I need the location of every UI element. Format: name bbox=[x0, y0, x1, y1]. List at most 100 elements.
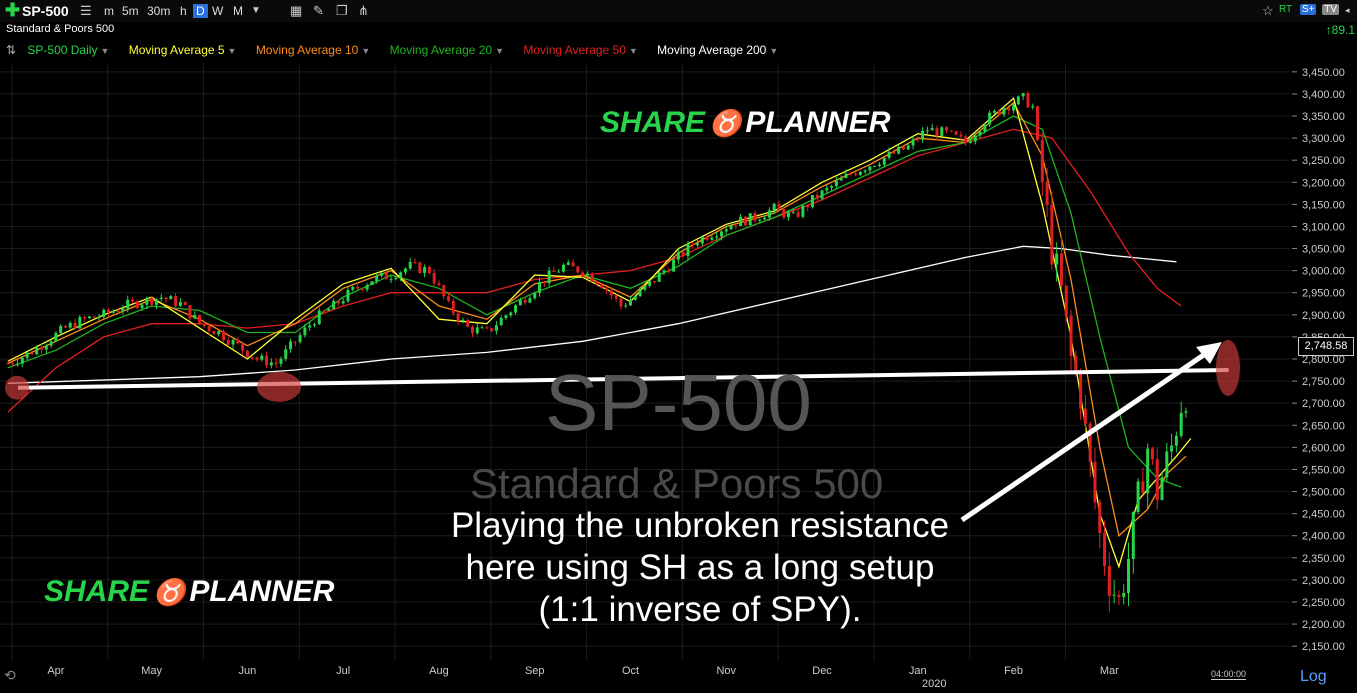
candle-body bbox=[279, 358, 283, 364]
legend-ma20[interactable]: Moving Average 20 ▼ bbox=[389, 43, 505, 57]
candle-body bbox=[413, 261, 417, 263]
candle-body bbox=[940, 127, 944, 136]
tf-m-month[interactable]: M bbox=[233, 4, 243, 18]
candle-body bbox=[183, 302, 187, 306]
candle-body bbox=[1174, 435, 1178, 446]
reorder-icon[interactable]: ⇅ bbox=[6, 43, 17, 57]
calendar-icon[interactable]: ▦ bbox=[290, 3, 303, 18]
candle-body bbox=[1045, 181, 1049, 205]
candle-body bbox=[585, 273, 589, 276]
candle-body bbox=[629, 299, 632, 306]
candle-body bbox=[964, 136, 968, 143]
tf-5m[interactable]: 5m bbox=[122, 4, 139, 18]
candle-body bbox=[423, 267, 427, 274]
x-tick-label: Jun bbox=[239, 665, 257, 677]
candle-body bbox=[921, 130, 925, 140]
candle-body bbox=[753, 213, 757, 221]
candle-body bbox=[317, 310, 321, 325]
candle-body bbox=[638, 289, 642, 297]
candle-body bbox=[25, 352, 29, 358]
legend-ma50[interactable]: Moving Average 50 ▼ bbox=[523, 43, 638, 57]
tv-badge[interactable]: TV bbox=[1322, 4, 1339, 15]
candle-body bbox=[73, 322, 77, 329]
tf-h[interactable]: h bbox=[180, 4, 187, 18]
y-tick-label: 2,750.00 bbox=[1302, 376, 1345, 388]
candle-body bbox=[394, 278, 398, 280]
candle-body bbox=[1127, 559, 1130, 593]
legend-ma5[interactable]: Moving Average 5 ▼ bbox=[128, 43, 237, 57]
candle-body bbox=[193, 315, 197, 319]
share-icon[interactable]: ⋔ bbox=[358, 3, 369, 18]
candle-body bbox=[226, 340, 230, 345]
add-symbol-icon[interactable]: ✚ bbox=[5, 0, 21, 20]
candle-body bbox=[801, 205, 805, 217]
candle-body bbox=[1002, 108, 1006, 115]
candle-body bbox=[1150, 448, 1154, 460]
candle-body bbox=[854, 173, 858, 176]
candle-body bbox=[748, 213, 752, 226]
legend-ma200[interactable]: Moving Average 200 ▼ bbox=[657, 43, 779, 57]
list-icon[interactable]: ☰ bbox=[80, 3, 92, 18]
annotation-text: Playing the unbroken resistance here usi… bbox=[420, 505, 980, 631]
y-tick-label: 3,000.00 bbox=[1302, 266, 1345, 278]
candle-body bbox=[676, 252, 680, 260]
candle-body bbox=[830, 186, 834, 188]
expand-icon[interactable]: ◂ bbox=[1345, 5, 1350, 15]
y-tick-label: 2,950.00 bbox=[1302, 288, 1345, 300]
candle-body bbox=[959, 134, 963, 137]
x-tick-label: Dec bbox=[812, 665, 832, 677]
candle-body bbox=[509, 312, 513, 316]
candle-body bbox=[260, 355, 264, 360]
star-icon[interactable]: ☆ bbox=[1262, 3, 1274, 18]
tf-m[interactable]: m bbox=[104, 4, 114, 18]
candle-body bbox=[897, 146, 901, 154]
candle-body bbox=[1016, 96, 1020, 105]
candle-body bbox=[20, 357, 24, 364]
candle-body bbox=[686, 244, 690, 256]
candle-body bbox=[102, 309, 106, 317]
candle-body bbox=[542, 282, 546, 284]
candle-body bbox=[40, 347, 44, 350]
candle-body bbox=[782, 209, 786, 218]
candle-body bbox=[973, 135, 977, 142]
s-plus-badge[interactable]: S+ bbox=[1299, 4, 1317, 15]
candle-body bbox=[772, 203, 776, 211]
candle-body bbox=[207, 325, 211, 332]
highlight-ellipse bbox=[5, 375, 29, 400]
pencil-icon[interactable]: ✎ bbox=[313, 3, 324, 18]
legend-ma10[interactable]: Moving Average 10 ▼ bbox=[255, 43, 371, 57]
legend-price[interactable]: SP-500 Daily ▼ bbox=[27, 43, 110, 57]
candle-body bbox=[289, 341, 293, 350]
highlight-ellipse bbox=[1216, 339, 1240, 396]
candle-body bbox=[1179, 412, 1183, 436]
candle-body bbox=[576, 266, 580, 273]
symbol-label[interactable]: SP-500 bbox=[22, 3, 69, 19]
refresh-icon[interactable]: ⟲ bbox=[4, 667, 16, 683]
tf-w[interactable]: W bbox=[212, 4, 224, 18]
candle-body bbox=[901, 146, 905, 150]
y-tick-label: 2,650.00 bbox=[1302, 420, 1345, 432]
y-tick-label: 2,400.00 bbox=[1302, 531, 1345, 543]
candle-body bbox=[360, 288, 364, 290]
candle-body bbox=[533, 292, 537, 299]
indicator-legend: ⇅ SP-500 Daily ▼ Moving Average 5 ▼ Moving… bbox=[6, 43, 794, 57]
chevron-down-icon[interactable]: ▼ bbox=[251, 5, 261, 16]
candle-body bbox=[1026, 93, 1030, 108]
candle-body bbox=[485, 327, 489, 329]
y-tick-label: 3,350.00 bbox=[1302, 111, 1345, 123]
candle-body bbox=[418, 262, 422, 274]
candle-body bbox=[1165, 451, 1169, 478]
change-value: ↑89.1 bbox=[1325, 23, 1355, 37]
log-scale-button[interactable]: Log bbox=[1300, 668, 1327, 685]
y-tick-label: 2,700.00 bbox=[1302, 398, 1345, 410]
tf-30m[interactable]: 30m bbox=[147, 4, 171, 18]
candle-body bbox=[1064, 285, 1068, 316]
candle-body bbox=[844, 173, 848, 179]
layers-icon[interactable]: ❐ bbox=[336, 3, 348, 18]
tf-d[interactable]: D bbox=[193, 4, 208, 18]
candle-body bbox=[1088, 423, 1092, 462]
candle-body bbox=[126, 299, 130, 309]
candle-body bbox=[815, 194, 819, 199]
candle-body bbox=[566, 262, 570, 265]
